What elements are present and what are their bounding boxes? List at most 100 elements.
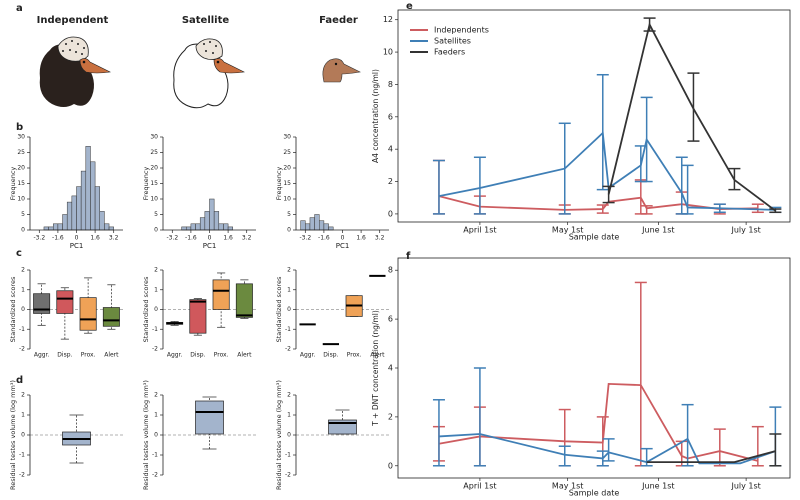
histogram-bar: [190, 223, 196, 231]
y-tick-label: 2: [287, 267, 291, 274]
y-tick-label: 1: [21, 412, 25, 419]
x-tick-label: Alert: [370, 352, 385, 359]
y-axis-label: Frequency: [9, 167, 17, 201]
x-axis-label: Sample date: [569, 233, 620, 242]
x-axis-label: PC1: [203, 242, 217, 250]
x-tick-label: -1.6: [185, 235, 197, 242]
y-tick-label: 8: [388, 80, 393, 89]
panel-label: f: [406, 251, 411, 262]
y-tick-label: -2: [19, 472, 25, 479]
y-tick-label: 2: [287, 392, 291, 399]
series-line: [646, 450, 776, 464]
x-tick-label: -3.2: [33, 235, 45, 242]
histogram-bar: [43, 226, 49, 231]
x-tick-label: 3.2: [109, 235, 119, 242]
y-tick-label: 0: [21, 306, 25, 313]
histogram-bar: [99, 211, 105, 231]
histogram-bar: [199, 217, 206, 231]
y-axis-label: A4 concentration (ng/ml): [371, 69, 380, 163]
y-tick-label: -2: [19, 346, 25, 353]
x-tick-label: -1.6: [318, 235, 330, 242]
y-tick-label: 20: [17, 165, 25, 172]
y-tick-label: 4: [388, 145, 393, 154]
y-tick-label: 15: [283, 180, 291, 187]
x-tick-label: July 1st: [730, 226, 760, 235]
histogram-bar: [323, 223, 329, 231]
panel-label: b: [16, 122, 23, 133]
panel-label: a: [16, 3, 23, 14]
x-tick-label: 3.2: [242, 235, 252, 242]
y-axis-label: Standardized scores: [275, 276, 283, 342]
y-tick-label: 0: [287, 227, 291, 234]
column-title: Faeder: [319, 15, 358, 26]
x-tick-label: Aggr.: [34, 352, 50, 359]
histogram-bar: [181, 226, 187, 231]
y-tick-label: 6: [388, 112, 393, 121]
histogram-bar: [66, 201, 73, 231]
histogram-bar: [85, 146, 91, 231]
x-tick-label: 1.6: [223, 235, 233, 242]
y-tick-label: 0: [287, 306, 291, 313]
histogram-bar: [218, 223, 224, 231]
satellite-bird: [173, 38, 245, 109]
histogram-bar: [204, 211, 210, 231]
box: [235, 283, 253, 318]
y-tick-label: 0: [154, 227, 158, 234]
y-axis-label: Frequency: [275, 167, 283, 201]
y-tick-label: 2: [388, 177, 393, 186]
series-line: [438, 382, 759, 462]
histogram-bar: [186, 226, 192, 231]
y-axis-label: Standardized scores: [9, 276, 17, 342]
x-tick-label: Prox.: [347, 352, 362, 359]
x-tick-label: 1.6: [90, 235, 100, 242]
y-tick-label: -2: [285, 346, 291, 353]
x-axis-label: PC1: [70, 242, 84, 250]
panel-label: d: [16, 375, 23, 386]
histogram-bar: [62, 214, 68, 231]
x-tick-label: June 1st: [641, 482, 674, 491]
box: [195, 400, 224, 435]
x-axis-label: Sample date: [569, 489, 620, 498]
y-tick-label: 2: [21, 392, 25, 399]
y-tick-label: 20: [150, 165, 158, 172]
y-tick-label: 2: [154, 267, 158, 274]
faeder-bird: [322, 58, 361, 83]
box: [56, 290, 74, 314]
histogram-bar: [48, 226, 54, 231]
x-tick-label: 0: [75, 235, 79, 242]
box: [189, 299, 207, 334]
histogram-bar: [94, 186, 100, 231]
y-tick-label: 0: [388, 461, 393, 470]
y-tick-label: 12: [383, 15, 393, 24]
y-tick-label: -1: [285, 326, 291, 333]
plot-frame: [397, 9, 791, 223]
y-tick-label: 15: [150, 180, 158, 187]
y-tick-label: -1: [152, 326, 158, 333]
x-tick-label: July 1st: [730, 482, 760, 491]
y-tick-label: -2: [285, 472, 291, 479]
y-tick-label: 30: [17, 134, 25, 141]
y-tick-label: 15: [17, 180, 25, 187]
y-tick-label: 30: [283, 134, 291, 141]
histogram-bar: [71, 195, 77, 231]
y-tick-label: 10: [17, 196, 25, 203]
x-tick-label: Aggr.: [300, 352, 316, 359]
histogram-bar: [328, 226, 334, 231]
y-tick-label: 25: [283, 149, 291, 156]
histogram-bar: [57, 223, 63, 231]
x-tick-label: Prox.: [81, 352, 96, 359]
x-tick-label: April 1st: [463, 226, 496, 235]
y-axis-label: T + DNT concentration (ng/ml): [371, 310, 380, 427]
histogram-bar: [76, 186, 82, 231]
y-tick-label: -2: [152, 472, 158, 479]
y-tick-label: 0: [388, 209, 393, 218]
histogram-bar: [309, 217, 315, 231]
y-tick-label: 5: [154, 211, 158, 218]
series-line: [438, 433, 776, 465]
histogram-bar: [213, 211, 220, 231]
histogram-bar: [314, 214, 320, 231]
legend-label: Satellites: [434, 37, 471, 46]
y-axis-label: Standardized scores: [142, 276, 150, 342]
histogram-bar: [319, 220, 325, 231]
y-tick-label: 25: [150, 149, 158, 156]
